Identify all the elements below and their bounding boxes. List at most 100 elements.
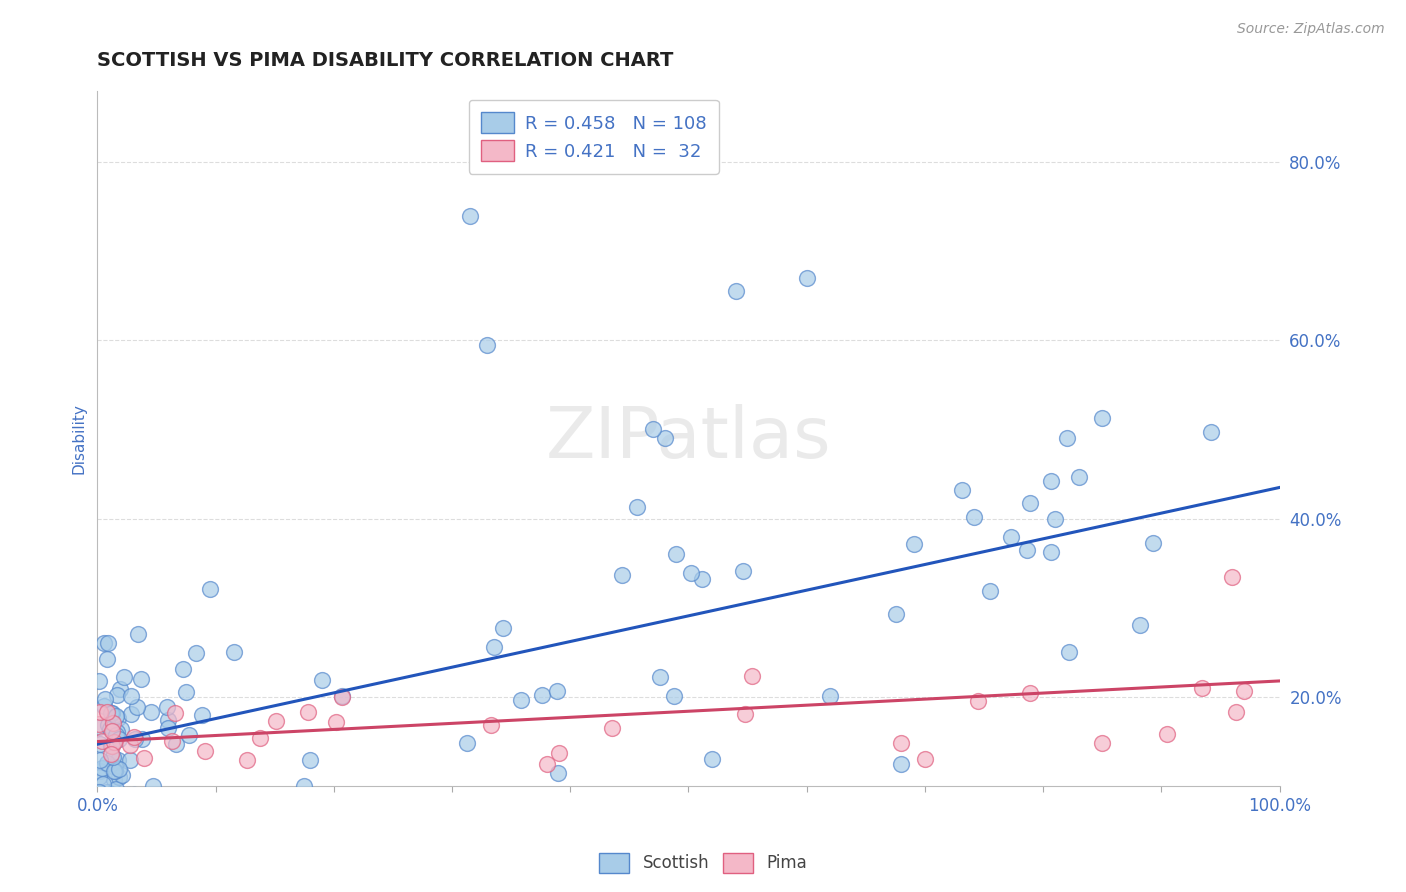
Point (191, 707, 214, 722)
Point (100, 706, 122, 720)
Point (724, 285, 747, 299)
Point (105, 725, 128, 739)
Point (87, 785, 110, 799)
Point (108, 731, 131, 746)
Point (796, 271, 818, 285)
Text: Source: ZipAtlas.com: Source: ZipAtlas.com (1237, 22, 1385, 37)
Point (1056, 431, 1078, 445)
Point (477, 338, 499, 352)
Point (509, 692, 531, 706)
Point (110, 722, 132, 736)
Point (679, 566, 702, 580)
Point (122, 731, 145, 745)
Point (89, 753, 111, 767)
Point (1191, 681, 1213, 695)
Point (104, 760, 127, 774)
Point (1090, 411, 1112, 425)
Point (139, 705, 162, 719)
Point (547, 746, 569, 760)
Point (94, 691, 117, 706)
Point (93, 698, 115, 713)
Point (1091, 736, 1114, 750)
Point (1019, 686, 1042, 700)
Point (103, 764, 125, 779)
Legend: R = 0.458   N = 108, R = 0.421   N =  32: R = 0.458 N = 108, R = 0.421 N = 32 (468, 100, 718, 174)
Point (654, 431, 676, 445)
Point (1142, 535, 1164, 549)
Point (100, 747, 122, 761)
Point (93, 636, 115, 650)
Point (1040, 545, 1063, 559)
Point (1045, 511, 1067, 525)
Point (114, 670, 136, 684)
Point (131, 731, 153, 746)
Point (96, 785, 118, 799)
Point (104, 764, 127, 778)
Point (662, 689, 685, 703)
Point (107, 753, 129, 767)
Point (963, 509, 986, 524)
Point (299, 753, 322, 767)
Point (903, 537, 925, 551)
Point (648, 669, 671, 683)
Point (105, 688, 128, 702)
Point (1067, 469, 1090, 483)
Point (1220, 569, 1243, 583)
Point (142, 779, 165, 793)
Point (104, 728, 127, 742)
Point (1000, 530, 1022, 544)
Point (1156, 727, 1178, 741)
Point (127, 627, 149, 641)
Point (325, 715, 347, 730)
Point (103, 735, 125, 749)
Point (118, 788, 141, 802)
Point (165, 706, 187, 721)
Point (157, 713, 180, 727)
Point (96, 652, 118, 666)
Point (97, 635, 120, 649)
Point (89, 764, 111, 778)
Point (890, 756, 912, 771)
Point (91, 777, 114, 791)
Point (120, 707, 142, 722)
Point (108, 681, 131, 696)
Point (118, 739, 141, 753)
Point (157, 721, 180, 735)
Point (330, 690, 353, 704)
Point (979, 583, 1001, 598)
Point (612, 567, 634, 582)
Point (531, 688, 554, 702)
Point (884, 607, 907, 621)
Point (733, 565, 755, 579)
Point (330, 690, 353, 705)
Point (236, 753, 259, 767)
Point (101, 788, 124, 802)
Point (1129, 618, 1152, 632)
Point (104, 782, 127, 797)
Point (97, 718, 120, 732)
Point (103, 772, 125, 787)
Point (950, 483, 973, 498)
Point (547, 684, 569, 698)
Point (1039, 475, 1062, 489)
Point (626, 500, 648, 515)
Point (818, 689, 841, 703)
Point (156, 700, 179, 714)
Point (127, 699, 149, 714)
Point (101, 739, 124, 754)
Point (1059, 645, 1081, 659)
Point (547, 765, 569, 780)
Point (179, 729, 201, 743)
Point (194, 744, 217, 758)
Point (103, 749, 125, 764)
Y-axis label: Disability: Disability (72, 403, 86, 474)
Point (108, 770, 131, 784)
Point (100, 723, 122, 738)
Point (1233, 684, 1256, 698)
Point (914, 752, 936, 766)
Legend: Scottish, Pima: Scottish, Pima (593, 847, 813, 880)
Point (1225, 706, 1247, 720)
Point (121, 788, 143, 802)
Point (100, 739, 122, 753)
Point (134, 788, 156, 802)
